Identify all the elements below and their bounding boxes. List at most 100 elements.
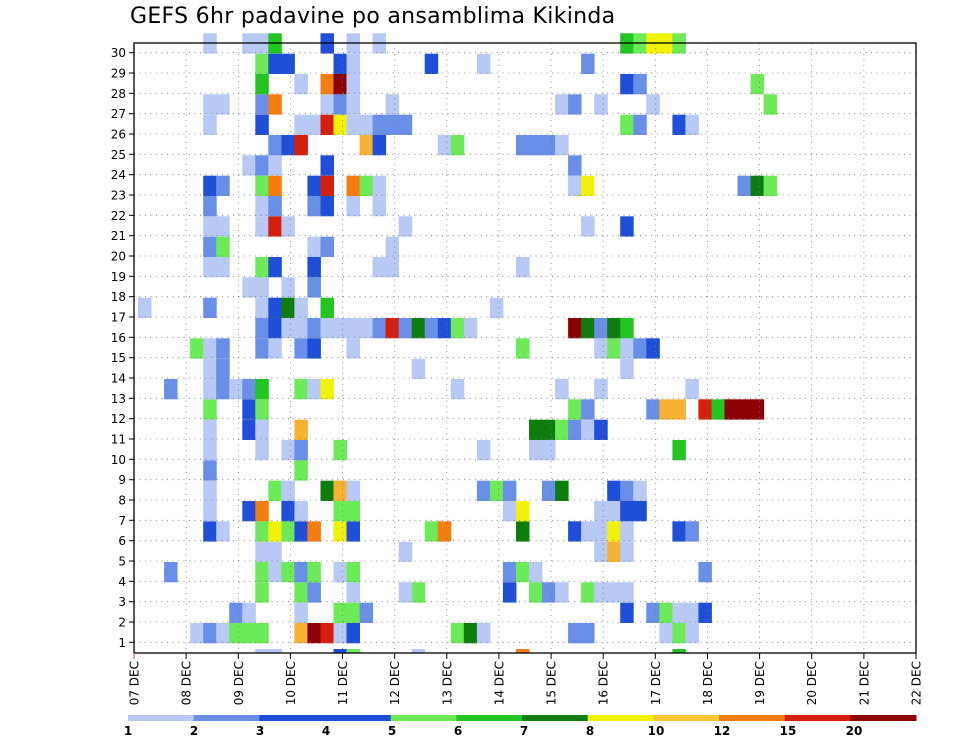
- colorbar-label: 12: [714, 724, 731, 738]
- heatmap-cell: [255, 649, 269, 653]
- y-tick-label: 6: [118, 534, 126, 548]
- heatmap-cell: [542, 419, 556, 440]
- heatmap-cell: [255, 379, 269, 400]
- heatmap-cell: [476, 623, 491, 644]
- heatmap-cell: [333, 318, 347, 339]
- heatmap-cell: [333, 94, 347, 115]
- heatmap-cell: [685, 623, 699, 644]
- heatmap-cell: [698, 602, 712, 623]
- heatmap-cell: [516, 135, 530, 156]
- heatmap-cell: [502, 562, 517, 583]
- heatmap-cell: [502, 501, 517, 522]
- heatmap-cell: [281, 440, 295, 461]
- heatmap-cell: [294, 623, 308, 644]
- heatmap-cell: [281, 297, 295, 318]
- heatmap-cell: [307, 623, 321, 644]
- heatmap-cell: [620, 602, 634, 623]
- heatmap-cell: [203, 297, 217, 318]
- chart-title: GEFS 6hr padavine po ansamblima Kikinda: [130, 4, 616, 29]
- heatmap-cell: [320, 623, 334, 644]
- heatmap-cell: [620, 318, 634, 339]
- heatmap-cell: [555, 135, 569, 156]
- colorbar-label: 1: [124, 724, 132, 738]
- heatmap-cell: [320, 114, 334, 135]
- heatmap-cell: [203, 460, 217, 481]
- heatmap-cell: [646, 94, 660, 115]
- heatmap-cell: [268, 155, 282, 176]
- heatmap-cell: [672, 399, 686, 420]
- heatmap-cell: [594, 318, 608, 339]
- heatmap-cell: [516, 257, 530, 278]
- y-tick-label: 23: [111, 189, 126, 203]
- heatmap-cell: [203, 440, 217, 461]
- heatmap-cells: [138, 33, 778, 653]
- colorbar-segment: [719, 715, 786, 721]
- heatmap-cell: [581, 53, 595, 74]
- heatmap-cell: [516, 338, 530, 359]
- heatmap-cell: [216, 521, 230, 542]
- heatmap-cell: [568, 419, 582, 440]
- heatmap-cell: [320, 196, 334, 217]
- heatmap-cell: [203, 480, 217, 501]
- heatmap-cell: [581, 399, 595, 420]
- colorbar-segment: [128, 715, 195, 721]
- heatmap-cell: [307, 318, 321, 339]
- heatmap-cell: [672, 649, 686, 653]
- plot-frame: [133, 42, 917, 654]
- heatmap-cell: [633, 501, 647, 522]
- heatmap-cell: [320, 236, 334, 257]
- heatmap-cell: [229, 379, 243, 400]
- heatmap-cell: [255, 399, 269, 420]
- heatmap-cell: [307, 196, 321, 217]
- colorbar-label: 2: [190, 724, 198, 738]
- colorbar-label: 6: [454, 724, 462, 738]
- heatmap-cell: [255, 623, 269, 644]
- heatmap-cell: [255, 196, 269, 217]
- dotted-grid: [134, 43, 916, 653]
- heatmap-cell: [385, 94, 400, 115]
- heatmap-cell: [255, 74, 269, 95]
- heatmap-cell: [581, 318, 595, 339]
- heatmap-cell: [255, 155, 269, 176]
- y-tick-label: 19: [111, 270, 126, 284]
- heatmap-cell: [333, 501, 347, 522]
- heatmap-cell: [450, 623, 465, 644]
- heatmap-cell: [372, 135, 387, 156]
- heatmap-cell: [372, 318, 387, 339]
- heatmap-cell: [138, 297, 152, 318]
- heatmap-cell: [646, 338, 660, 359]
- heatmap-cell: [203, 257, 217, 278]
- heatmap-cell: [346, 501, 360, 522]
- heatmap-cell: [607, 318, 621, 339]
- heatmap-cell: [294, 297, 308, 318]
- heatmap-cell: [594, 541, 608, 562]
- heatmap-cell: [763, 175, 778, 196]
- heatmap-cell: [542, 480, 556, 501]
- heatmap-cell: [255, 175, 269, 196]
- heatmap-cell: [568, 399, 582, 420]
- heatmap-cell: [281, 562, 295, 583]
- heatmap-cell: [529, 419, 543, 440]
- heatmap-cell: [294, 440, 308, 461]
- heatmap-cell: [216, 379, 230, 400]
- heatmap-cell: [255, 114, 269, 135]
- heatmap-cell: [450, 379, 465, 400]
- heatmap-cell: [359, 114, 374, 135]
- heatmap-cell: [594, 338, 608, 359]
- heatmap-cell: [255, 53, 269, 74]
- heatmap-cell: [750, 74, 765, 95]
- heatmap-cell: [437, 318, 452, 339]
- heatmap-cell: [307, 114, 321, 135]
- heatmap-cell: [542, 582, 556, 603]
- heatmap-cell: [581, 419, 595, 440]
- heatmap-cell: [568, 521, 582, 542]
- heatmap-cell: [476, 440, 491, 461]
- heatmap-cell: [672, 114, 686, 135]
- heatmap-cell: [294, 562, 308, 583]
- heatmap-cell: [281, 501, 295, 522]
- heatmap-cell: [385, 318, 400, 339]
- heatmap-cell: [568, 623, 582, 644]
- heatmap-cell: [398, 582, 413, 603]
- heatmap-cell: [672, 521, 686, 542]
